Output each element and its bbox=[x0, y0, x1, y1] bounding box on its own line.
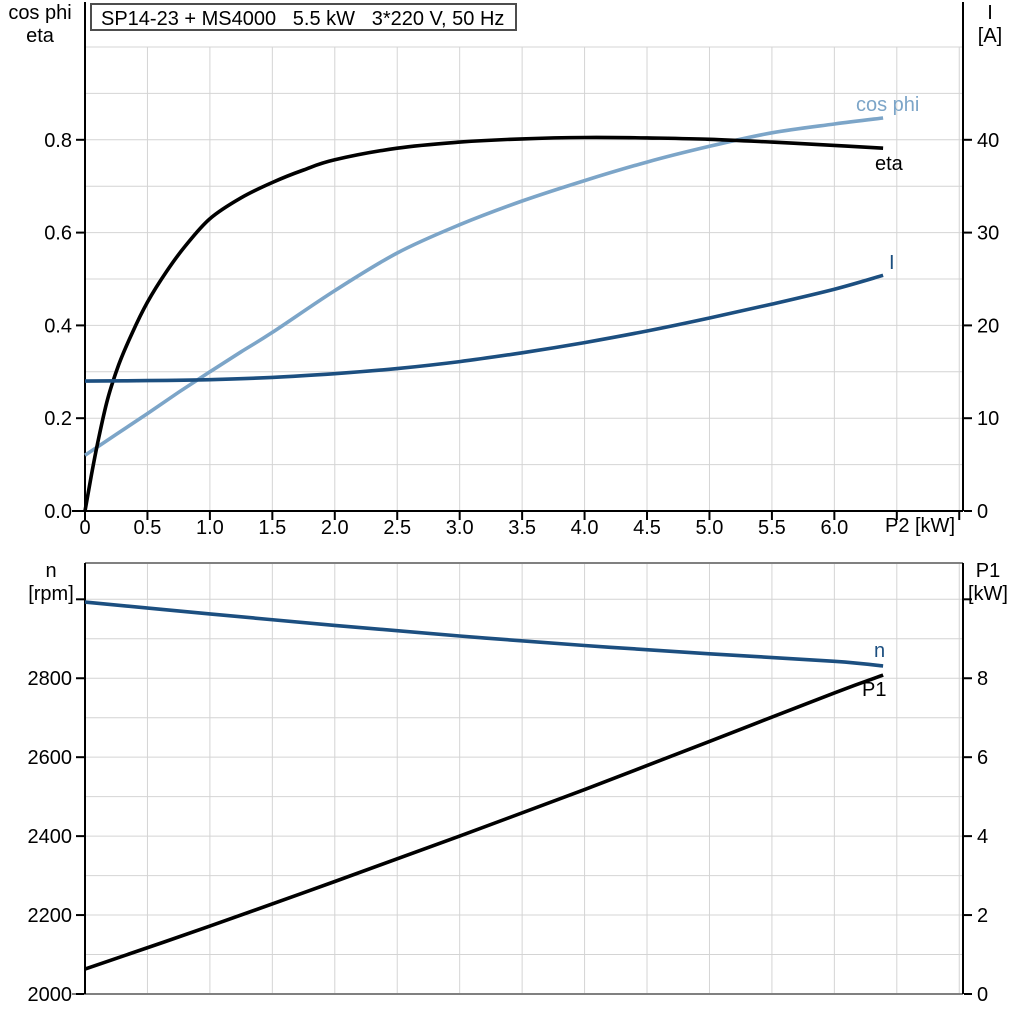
y-left-tick-label: 2200 bbox=[28, 905, 73, 927]
y-left-tick-label: 0.0 bbox=[44, 501, 72, 523]
axis-title-line: [kW] bbox=[968, 583, 1008, 605]
series-curve-p1 bbox=[84, 673, 884, 971]
x-tick-label: 3.0 bbox=[446, 517, 474, 539]
x-tick-label: 0.5 bbox=[134, 517, 162, 539]
axis-title-line: cos phi bbox=[8, 2, 72, 24]
axis-title-input-power: P1 [kW] bbox=[960, 560, 1016, 606]
chart-title-box: SP14-23 + MS4000 5.5 kW 3*220 V, 50 Hz bbox=[90, 3, 517, 31]
y-right-tick-label: 30 bbox=[977, 223, 999, 245]
y-right-tick-label: 6 bbox=[977, 747, 988, 769]
y-left-tick-label: 2800 bbox=[28, 668, 73, 690]
curve-label-eta: eta bbox=[875, 153, 903, 175]
curve-label-speed: n bbox=[874, 640, 886, 662]
y-right-tick-label: 20 bbox=[977, 315, 999, 337]
curve-label-input-power: P1 bbox=[862, 679, 887, 701]
y-right-tick-label: 2 bbox=[977, 905, 988, 927]
axis-title-line: n bbox=[45, 560, 57, 582]
y-right-tick-label: 40 bbox=[977, 130, 999, 152]
x-tick-label: 5.0 bbox=[696, 517, 724, 539]
curve-label-cos-phi: cos phi bbox=[856, 94, 920, 116]
axis-title-current: I [A] bbox=[962, 2, 1018, 48]
x-tick-label: 4.5 bbox=[633, 517, 661, 539]
x-tick-label: 2.5 bbox=[383, 517, 411, 539]
y-right-tick-label: 0 bbox=[977, 984, 988, 1006]
y-left-tick-label: 0.8 bbox=[44, 130, 72, 152]
x-tick-label: 5.5 bbox=[758, 517, 786, 539]
y-right-tick-label: 8 bbox=[977, 668, 988, 690]
series-curve-n bbox=[84, 600, 884, 668]
axis-title-line: [A] bbox=[977, 25, 1003, 47]
series-curve-eta bbox=[83, 135, 884, 512]
axis-title-cosphi-eta: cos phi eta bbox=[0, 2, 80, 48]
axis-title-line: P1 bbox=[975, 560, 1001, 582]
axis-title-line: eta bbox=[26, 25, 54, 47]
series-curve-cos-phi bbox=[83, 116, 884, 457]
y-left-tick-label: 0.4 bbox=[44, 315, 72, 337]
y-right-tick-label: 10 bbox=[977, 408, 999, 430]
y-left-tick-label: 0.6 bbox=[44, 223, 72, 245]
y-left-tick-label: 0.2 bbox=[44, 408, 72, 430]
x-tick-label: 6.0 bbox=[820, 517, 848, 539]
y-left-tick-label: 2600 bbox=[28, 747, 73, 769]
curve-label-current: I bbox=[889, 252, 895, 274]
x-tick-label: 3.5 bbox=[508, 517, 536, 539]
x-tick-label: 1.0 bbox=[196, 517, 224, 539]
x-axis-title-p2: P2 [kW] bbox=[884, 515, 955, 537]
axis-title-line: I bbox=[987, 2, 993, 24]
y-left-tick-label: 2000 bbox=[28, 984, 73, 1006]
x-tick-label: 0 bbox=[79, 517, 90, 539]
y-right-tick-label: 4 bbox=[977, 826, 988, 848]
series-curve-i bbox=[84, 273, 884, 383]
y-right-tick-label: 0 bbox=[977, 501, 988, 523]
x-tick-label: 1.5 bbox=[258, 517, 286, 539]
x-tick-label: 4.0 bbox=[571, 517, 599, 539]
y-left-tick-label: 2400 bbox=[28, 826, 73, 848]
axis-title-speed: n [rpm] bbox=[12, 560, 90, 606]
axis-title-line: [rpm] bbox=[28, 583, 74, 605]
x-tick-label: 2.0 bbox=[321, 517, 349, 539]
